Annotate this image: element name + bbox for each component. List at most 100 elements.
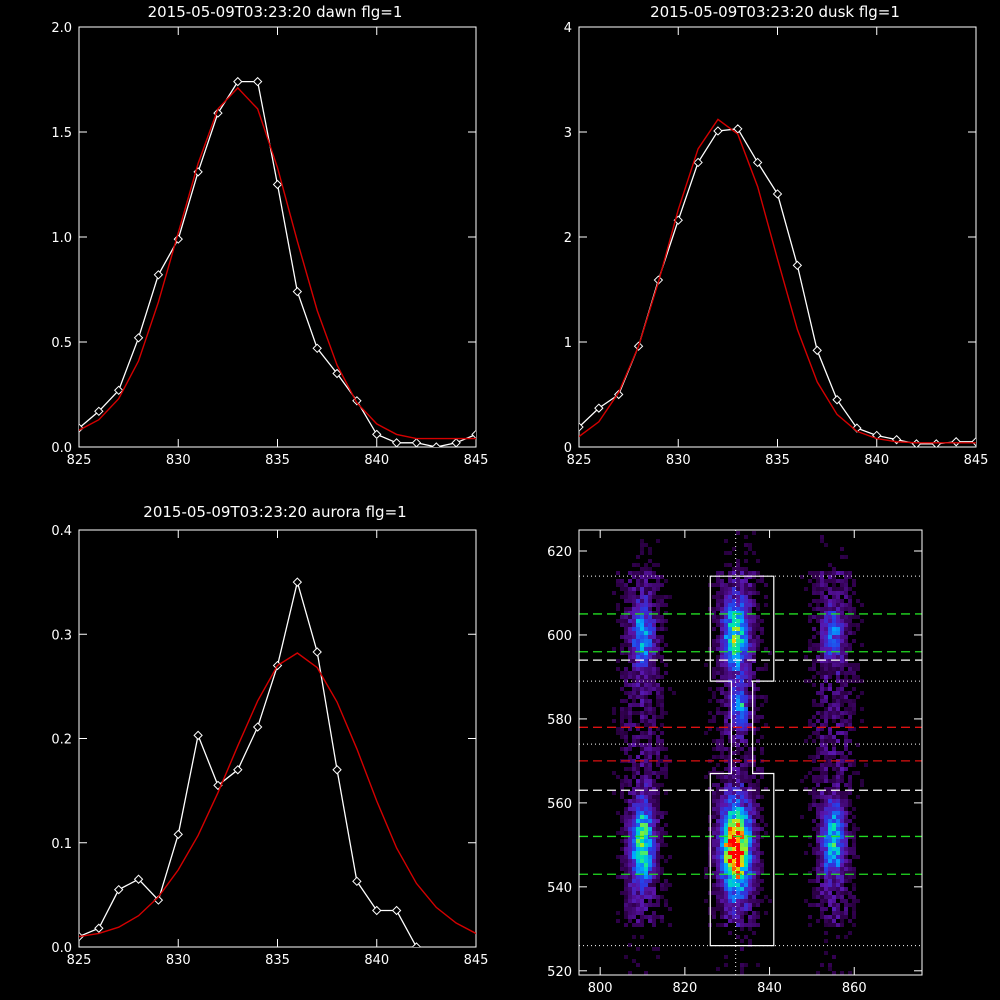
heatmap-cell — [732, 875, 736, 879]
heatmap-cell — [816, 655, 820, 659]
heatmap-cell — [840, 895, 844, 899]
heatmap-cell — [648, 787, 652, 791]
heatmap-cell — [636, 839, 640, 843]
heatmap-cell — [724, 723, 728, 727]
heatmap-cell — [832, 839, 836, 843]
heatmap-cell — [748, 647, 752, 651]
heatmap-cell — [628, 827, 632, 831]
heatmap-cell — [856, 795, 860, 799]
heatmap-cell — [720, 571, 724, 575]
heatmap-cell — [732, 791, 736, 795]
heatmap-cell — [728, 887, 732, 891]
heatmap-cell — [748, 943, 752, 947]
heatmap-cell — [808, 879, 812, 883]
heatmap-cell — [624, 843, 628, 847]
heatmap-cell — [832, 915, 836, 919]
heatmap-cell — [824, 699, 828, 703]
heatmap-cell — [732, 839, 736, 843]
heatmap-cell — [720, 899, 724, 903]
data-point-marker — [733, 124, 743, 134]
heatmap-cell — [644, 803, 648, 807]
x-tick-label: 820 — [672, 981, 697, 996]
heatmap-cell — [824, 819, 828, 823]
heatmap-cell — [640, 607, 644, 611]
heatmap-cell — [660, 731, 664, 735]
heatmap-cell — [624, 807, 628, 811]
heatmap-cell — [744, 791, 748, 795]
heatmap-cell — [852, 871, 856, 875]
heatmap-cell — [712, 615, 716, 619]
heatmap-cell — [732, 615, 736, 619]
heatmap-cell — [632, 847, 636, 851]
heatmap-cell — [828, 891, 832, 895]
heatmap-cell — [744, 859, 748, 863]
heatmap-cell — [840, 875, 844, 879]
heatmap-cell — [716, 879, 720, 883]
heatmap-cell — [848, 783, 852, 787]
heatmap-cell — [648, 811, 652, 815]
heatmap-cell — [756, 815, 760, 819]
heatmap-cell — [732, 891, 736, 895]
heatmap-cell — [728, 647, 732, 651]
heatmap-cell — [640, 735, 644, 739]
heatmap-cell — [720, 743, 724, 747]
heatmap-cell — [636, 771, 640, 775]
heatmap-cell — [648, 779, 652, 783]
heatmap-cell — [652, 667, 656, 671]
heatmap-cell — [732, 843, 736, 847]
heatmap-cell — [832, 631, 836, 635]
heatmap-cell — [720, 631, 724, 635]
heatmap-cell — [744, 639, 748, 643]
heatmap-cell — [744, 607, 748, 611]
heatmap-cell — [848, 931, 852, 935]
heatmap-cell — [812, 895, 816, 899]
heatmap-cell — [832, 911, 836, 915]
heatmap-cell — [636, 923, 640, 927]
heatmap-cell — [840, 611, 844, 615]
heatmap-cell — [728, 911, 732, 915]
heatmap-cell — [844, 851, 848, 855]
heatmap-cell — [652, 707, 656, 711]
heatmap-cell — [848, 727, 852, 731]
heatmap-cell — [732, 603, 736, 607]
heatmap-cell — [656, 791, 660, 795]
heatmap-cell — [668, 595, 672, 599]
data-series-line — [579, 128, 976, 445]
heatmap-cell — [636, 823, 640, 827]
heatmap-cell — [724, 903, 728, 907]
heatmap-cell — [644, 643, 648, 647]
heatmap-cell — [844, 699, 848, 703]
heatmap-cell — [828, 903, 832, 907]
heatmap-cell — [752, 671, 756, 675]
data-point-marker — [252, 76, 263, 87]
heatmap-cell — [656, 647, 660, 651]
heatmap-cell — [828, 667, 832, 671]
heatmap-cell — [628, 675, 632, 679]
heatmap-cell — [836, 903, 840, 907]
heatmap-cell — [644, 851, 648, 855]
heatmap-cell — [728, 879, 732, 883]
heatmap-cell — [724, 851, 728, 855]
heatmap-cell — [660, 723, 664, 727]
heatmap-cell — [744, 535, 748, 539]
heatmap-cell — [752, 719, 756, 723]
heatmap-cell — [840, 627, 844, 631]
y-tick-label: 3 — [564, 126, 572, 141]
heatmap-cell — [820, 615, 824, 619]
heatmap-cell — [712, 791, 716, 795]
heatmap-cell — [752, 831, 756, 835]
heatmap-cell — [844, 847, 848, 851]
heatmap-cell — [836, 571, 840, 575]
heatmap-cell — [656, 851, 660, 855]
data-point-marker — [113, 884, 124, 895]
heatmap-cell — [824, 879, 828, 883]
heatmap-cell — [624, 607, 628, 611]
heatmap-cell — [852, 667, 856, 671]
heatmap-cell — [752, 659, 756, 663]
heatmap-cell — [748, 915, 752, 919]
heatmap-cell — [740, 791, 744, 795]
heatmap-cell — [636, 827, 640, 831]
heatmap-cell — [656, 867, 660, 871]
heatmap-cell — [744, 743, 748, 747]
heatmap-cell — [616, 855, 620, 859]
